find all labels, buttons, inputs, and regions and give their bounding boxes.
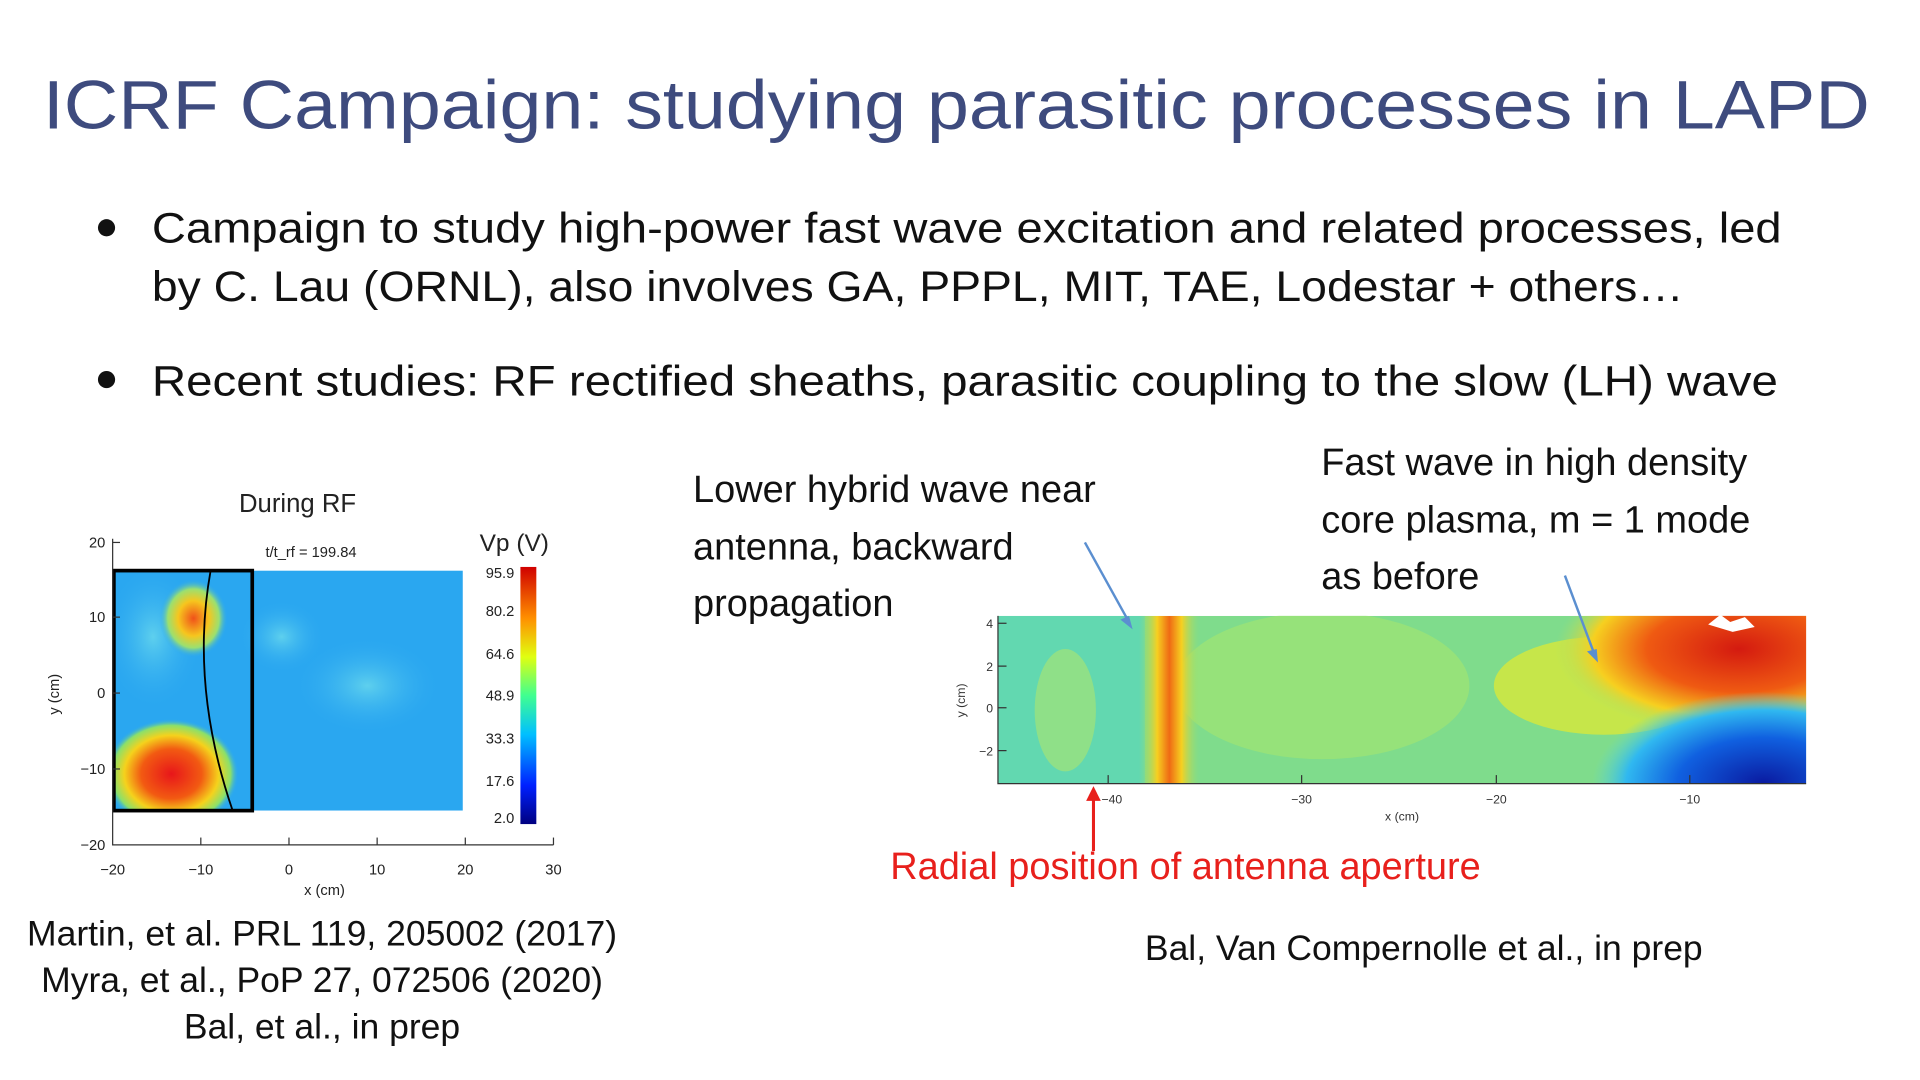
slide-title: ICRF Campaign: studying parasitic proces… bbox=[43, 67, 1870, 144]
x-tick-label: −30 bbox=[1291, 792, 1312, 806]
y-tick-label: −2 bbox=[979, 745, 993, 759]
x-tick-label: −20 bbox=[1486, 792, 1507, 806]
axes bbox=[997, 615, 1807, 785]
y-tick-label: 4 bbox=[986, 617, 993, 631]
arrow-head bbox=[1086, 786, 1101, 801]
annotation: Radial position of antenna aperture bbox=[890, 846, 1481, 888]
artifact bbox=[1708, 614, 1755, 632]
x-axis-label: x (cm) bbox=[304, 883, 345, 899]
y-axis-label: y (cm) bbox=[954, 683, 968, 717]
arrow-head bbox=[1586, 648, 1598, 663]
bullet-dot bbox=[97, 371, 116, 389]
citation: Myra, et al., PoP 27, 072506 (2020) bbox=[41, 960, 603, 1000]
x-tick-label: −20 bbox=[100, 862, 125, 878]
arrow bbox=[1083, 541, 1131, 623]
x-axis-label: x (cm) bbox=[1385, 809, 1419, 823]
ticks bbox=[997, 622, 1691, 784]
y-tick-label: −10 bbox=[80, 762, 105, 778]
citation: Martin, et al. PRL 119, 205002 (2017) bbox=[27, 913, 617, 953]
arrow bbox=[1563, 575, 1596, 655]
y-tick-label: 10 bbox=[89, 610, 105, 626]
colorbar-tick-label: 95.9 bbox=[486, 566, 515, 582]
region-box bbox=[112, 568, 255, 813]
annotation: propagation bbox=[693, 583, 893, 625]
annotation: as before bbox=[1321, 556, 1479, 598]
colorbar bbox=[520, 566, 537, 825]
ticks bbox=[112, 541, 555, 845]
heatmap bbox=[997, 615, 1807, 784]
colorbar-tick-label: 17.6 bbox=[486, 774, 515, 790]
y-tick-label: 0 bbox=[97, 686, 105, 702]
bullet-text: Recent studies: RF rectified sheaths, pa… bbox=[152, 358, 1778, 406]
citation: Bal, et al., in prep bbox=[184, 1006, 460, 1046]
figure-subtitle: t/t_rf = 199.84 bbox=[265, 545, 356, 561]
bullet-dot bbox=[97, 219, 116, 237]
x-tick-label: −10 bbox=[188, 862, 213, 878]
left-figure: During RF t/t_rf = 199.84 Vp (V) 20 10 0… bbox=[47, 490, 562, 899]
annotation: Fast wave in high density bbox=[1321, 442, 1747, 484]
colorbar-tick-label: 48.9 bbox=[486, 688, 515, 704]
colorbar-tick-label: 2.0 bbox=[494, 811, 514, 827]
bullet-text: Campaign to study high-power fast wave e… bbox=[152, 204, 1782, 252]
y-tick-label: 2 bbox=[986, 660, 993, 674]
right-figure: Lower hybrid wave near antenna, backward… bbox=[693, 442, 1807, 888]
colorbar-tick-label: 64.6 bbox=[486, 647, 515, 663]
curve bbox=[202, 570, 234, 811]
y-tick-label: 20 bbox=[89, 535, 105, 551]
x-tick-label: 30 bbox=[545, 862, 561, 878]
figure-title: During RF bbox=[239, 490, 356, 518]
x-tick-label: 20 bbox=[457, 862, 473, 878]
arrow-head bbox=[1120, 615, 1133, 630]
y-tick-label: 0 bbox=[986, 702, 993, 716]
colorbar-tick-label: 80.2 bbox=[486, 604, 515, 620]
colorbar-tick-label: 33.3 bbox=[486, 731, 515, 747]
x-tick-label: −40 bbox=[1101, 792, 1122, 806]
x-tick-label: 10 bbox=[369, 862, 385, 878]
colorbar-label: Vp (V) bbox=[480, 530, 549, 557]
bullet-text: by C. Lau (ORNL), also involves GA, PPPL… bbox=[152, 263, 1684, 311]
annotation: Lower hybrid wave near bbox=[693, 469, 1096, 511]
heatmap bbox=[112, 570, 463, 811]
y-axis-label: y (cm) bbox=[47, 674, 63, 715]
y-tick-label: −20 bbox=[80, 838, 105, 854]
annotation: antenna, backward bbox=[693, 527, 1014, 569]
citation: Bal, Van Compernolle et al., in prep bbox=[1145, 928, 1703, 968]
annotation: core plasma, m = 1 mode bbox=[1321, 500, 1750, 542]
axes bbox=[112, 538, 554, 846]
x-tick-label: −10 bbox=[1679, 792, 1700, 806]
x-tick-label: 0 bbox=[285, 862, 293, 878]
